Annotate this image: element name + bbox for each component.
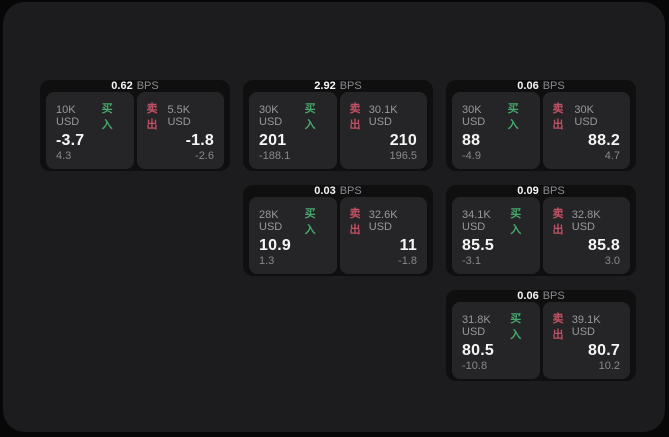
buy-price: 80.5 — [462, 342, 494, 359]
buy-label: 买入 — [304, 208, 316, 236]
buy-price: -3.7 — [56, 132, 85, 149]
bps-header: 2.92 BPS — [243, 80, 433, 92]
sell-price: -1.8 — [185, 132, 214, 149]
sell-amount: 32.8K USD — [571, 209, 601, 233]
bps-unit-label: BPS — [542, 290, 565, 302]
sell-delta: -2.6 — [195, 150, 214, 162]
quote-card: 0.06 BPS 31.8K USD 买入 80.5 -10.8 卖出 39.1… — [446, 290, 636, 381]
buy-delta: 1.3 — [259, 255, 275, 267]
bps-unit-label: BPS — [542, 80, 565, 92]
buy-delta: 4.3 — [56, 150, 72, 162]
quote-card-body: 31.8K USD 买入 80.5 -10.8 卖出 39.1K USD 80.… — [446, 302, 636, 385]
buy-quote-button[interactable]: 34.1K USD 买入 85.5 -3.1 — [452, 197, 540, 274]
sell-amount: 32.6K USD — [368, 209, 398, 233]
quote-card: 2.92 BPS 30K USD 买入 201 -188.1 卖出 30.1K … — [243, 80, 433, 171]
sell-quote-button[interactable]: 卖出 32.8K USD 85.8 3.0 — [542, 197, 630, 274]
buy-label: 买入 — [304, 103, 316, 131]
quotes-panel: 0.62 BPS 10K USD 买入 -3.7 4.3 卖出 5.5K USD — [3, 2, 665, 432]
quote-card-grid: 0.62 BPS 10K USD 买入 -3.7 4.3 卖出 5.5K USD — [40, 80, 636, 381]
buy-quote-button[interactable]: 30K USD 买入 88 -4.9 — [452, 92, 540, 169]
sell-price: 11 — [399, 237, 417, 254]
sell-delta: -1.8 — [398, 255, 417, 267]
sell-price: 85.8 — [588, 237, 620, 254]
buy-price: 85.5 — [462, 237, 494, 254]
quote-card-body: 34.1K USD 买入 85.5 -3.1 卖出 32.8K USD 85.8… — [446, 197, 636, 280]
buy-quote-button[interactable]: 28K USD 买入 10.9 1.3 — [249, 197, 337, 274]
bps-unit-label: BPS — [136, 80, 159, 92]
sell-delta: 196.5 — [389, 150, 417, 162]
sell-quote-button[interactable]: 卖出 30.1K USD 210 196.5 — [339, 92, 427, 169]
sell-quote-button[interactable]: 卖出 5.5K USD -1.8 -2.6 — [136, 92, 224, 169]
bps-header: 0.06 BPS — [446, 290, 636, 302]
buy-price: 88 — [462, 132, 481, 149]
buy-price: 201 — [259, 132, 287, 149]
buy-quote-button[interactable]: 10K USD 买入 -3.7 4.3 — [46, 92, 134, 169]
quote-card-body: 10K USD 买入 -3.7 4.3 卖出 5.5K USD -1.8 -2.… — [40, 92, 230, 175]
bps-header: 0.03 BPS — [243, 185, 433, 197]
sell-label: 卖出 — [552, 103, 564, 131]
buy-delta: -3.1 — [462, 255, 481, 267]
buy-delta: -188.1 — [259, 150, 291, 162]
buy-quote-button[interactable]: 31.8K USD 买入 80.5 -10.8 — [452, 302, 540, 379]
bps-unit-label: BPS — [339, 185, 362, 197]
sell-price: 80.7 — [588, 342, 620, 359]
bps-header: 0.06 BPS — [446, 80, 636, 92]
sell-quote-button[interactable]: 卖出 32.6K USD 11 -1.8 — [339, 197, 427, 274]
sell-label: 卖出 — [349, 103, 361, 131]
buy-amount: 28K USD — [259, 209, 283, 233]
bps-value: 2.92 — [314, 80, 336, 92]
sell-delta: 4.7 — [604, 150, 620, 162]
bps-header: 0.09 BPS — [446, 185, 636, 197]
buy-label: 买入 — [507, 103, 519, 131]
sell-amount: 5.5K USD — [167, 104, 191, 128]
bps-value: 0.62 — [111, 80, 133, 92]
buy-amount: 30K USD — [259, 104, 283, 128]
bps-value: 0.03 — [314, 185, 336, 197]
buy-amount: 30K USD — [462, 104, 486, 128]
sell-label: 卖出 — [552, 208, 564, 236]
quote-card: 0.06 BPS 30K USD 买入 88 -4.9 卖出 30K USD — [446, 80, 636, 171]
bps-value: 0.06 — [517, 80, 539, 92]
quote-card-body: 28K USD 买入 10.9 1.3 卖出 32.6K USD 11 -1.8 — [243, 197, 433, 280]
sell-amount: 30.1K USD — [368, 104, 398, 128]
quote-card-body: 30K USD 买入 88 -4.9 卖出 30K USD 88.2 4.7 — [446, 92, 636, 175]
quote-card: 0.03 BPS 28K USD 买入 10.9 1.3 卖出 32.6K US… — [243, 185, 433, 276]
bps-unit-label: BPS — [339, 80, 362, 92]
buy-amount: 31.8K USD — [462, 314, 491, 338]
bps-value: 0.06 — [517, 290, 539, 302]
sell-quote-button[interactable]: 卖出 30K USD 88.2 4.7 — [542, 92, 630, 169]
sell-delta: 3.0 — [604, 255, 620, 267]
sell-label: 卖出 — [146, 103, 158, 131]
sell-amount: 39.1K USD — [571, 314, 601, 338]
sell-quote-button[interactable]: 卖出 39.1K USD 80.7 10.2 — [542, 302, 630, 379]
buy-delta: -10.8 — [462, 360, 488, 372]
buy-delta: -4.9 — [462, 150, 481, 162]
buy-price: 10.9 — [259, 237, 291, 254]
sell-price: 210 — [389, 132, 417, 149]
buy-quote-button[interactable]: 30K USD 买入 201 -188.1 — [249, 92, 337, 169]
bps-value: 0.09 — [517, 185, 539, 197]
buy-label: 买入 — [101, 103, 113, 131]
buy-amount: 34.1K USD — [462, 209, 491, 233]
quote-card: 0.62 BPS 10K USD 买入 -3.7 4.3 卖出 5.5K USD — [40, 80, 230, 171]
quote-card-body: 30K USD 买入 201 -188.1 卖出 30.1K USD 210 1… — [243, 92, 433, 175]
sell-label: 卖出 — [349, 208, 361, 236]
buy-amount: 10K USD — [56, 104, 80, 128]
sell-price: 88.2 — [588, 132, 620, 149]
sell-delta: 10.2 — [598, 360, 620, 372]
quote-card: 0.09 BPS 34.1K USD 买入 85.5 -3.1 卖出 32.8K… — [446, 185, 636, 276]
sell-label: 卖出 — [552, 313, 564, 341]
bps-header: 0.62 BPS — [40, 80, 230, 92]
buy-label: 买入 — [510, 208, 522, 236]
bps-unit-label: BPS — [542, 185, 565, 197]
sell-amount: 30K USD — [574, 104, 598, 128]
buy-label: 买入 — [510, 313, 522, 341]
